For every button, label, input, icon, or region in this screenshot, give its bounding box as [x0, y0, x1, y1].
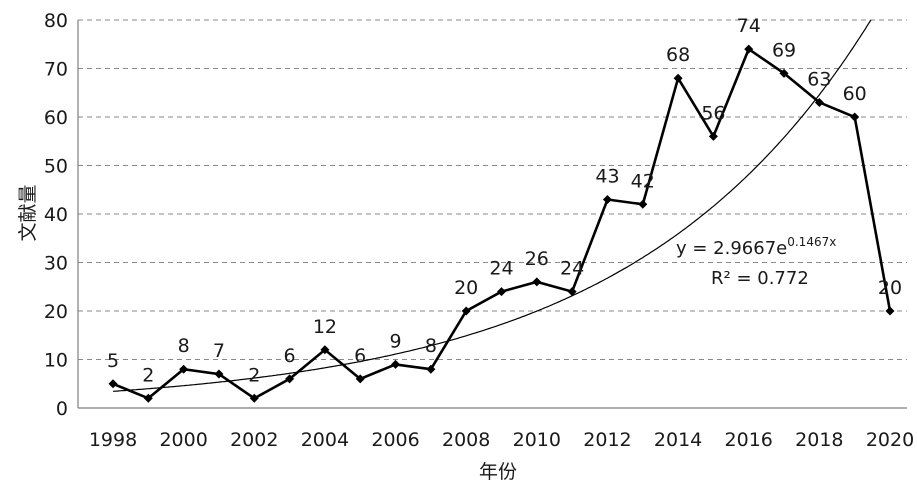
y-tick-label: 10 — [44, 350, 68, 372]
data-label: 2 — [248, 364, 260, 386]
trendline-equation-base: y = 2.9667e — [676, 238, 787, 259]
y-tick-labels: 0 10 20 30 40 50 60 70 80 — [44, 10, 68, 420]
data-point — [673, 73, 683, 83]
data-label: 8 — [178, 335, 190, 357]
trendline-r2: R² = 0.772 — [711, 268, 809, 289]
x-tick-label: 2000 — [159, 429, 207, 451]
x-tick-label: 2016 — [725, 429, 773, 451]
data-point — [814, 97, 824, 107]
series-markers — [108, 44, 895, 403]
data-label: 6 — [354, 345, 366, 367]
x-tick-label: 2008 — [442, 429, 490, 451]
trendline — [112, 19, 872, 392]
x-tick-label: 1998 — [89, 429, 137, 451]
x-tick-label: 2012 — [583, 429, 631, 451]
data-label: 24 — [489, 258, 513, 280]
data-label: 6 — [284, 345, 296, 367]
axes — [77, 20, 907, 409]
x-tick-labels: 1998 2000 2002 2004 2006 2008 2010 2012 2014 2016… — [89, 429, 914, 451]
data-point — [885, 306, 895, 316]
data-label: 8 — [425, 335, 437, 357]
data-point — [214, 369, 224, 379]
y-tick-label: 70 — [44, 59, 68, 81]
data-point — [708, 131, 718, 141]
y-axis-title: 文献量 — [17, 184, 39, 241]
data-point — [285, 374, 295, 384]
data-label: 60 — [843, 83, 867, 105]
gridlines — [78, 19, 907, 360]
data-label: 69 — [772, 39, 796, 61]
data-point — [143, 393, 153, 403]
data-point — [602, 194, 612, 204]
data-label: 20 — [878, 277, 902, 299]
data-point — [249, 393, 259, 403]
x-tick-label: 2020 — [866, 429, 914, 451]
x-tick-label: 2018 — [795, 429, 843, 451]
data-label: 56 — [701, 102, 725, 124]
data-label: 42 — [631, 170, 655, 192]
data-label: 43 — [595, 165, 619, 187]
data-label: 12 — [313, 316, 337, 338]
x-tick-label: 2006 — [371, 429, 419, 451]
y-tick-label: 50 — [44, 156, 68, 178]
data-point — [108, 379, 118, 389]
trendline-equation-exponent: 0.1467x — [787, 235, 836, 249]
x-axis-title: 年份 — [479, 461, 517, 483]
data-point — [426, 364, 436, 374]
y-tick-label: 20 — [44, 301, 68, 323]
y-tick-label: 60 — [44, 107, 68, 129]
data-point — [179, 364, 189, 374]
data-point — [850, 112, 860, 122]
data-point — [461, 306, 471, 316]
data-point — [532, 277, 542, 287]
y-tick-label: 80 — [44, 10, 68, 32]
data-label: 26 — [525, 248, 549, 270]
data-label: 7 — [213, 340, 225, 362]
trendline-equation: y = 2.9667e0.1467x — [676, 235, 836, 259]
data-label: 68 — [666, 44, 690, 66]
data-point — [497, 287, 506, 297]
y-tick-label: 0 — [56, 398, 68, 420]
data-point — [355, 374, 365, 384]
x-tick-label: 2010 — [513, 429, 561, 451]
x-tick-label: 2014 — [654, 429, 702, 451]
x-tick-label: 2002 — [230, 429, 278, 451]
data-label: 5 — [107, 350, 119, 372]
data-point — [744, 44, 754, 54]
data-label: 74 — [737, 15, 761, 37]
y-tick-label: 40 — [44, 204, 68, 226]
data-point — [638, 199, 648, 209]
data-point — [567, 287, 577, 297]
data-label: 2 — [142, 364, 154, 386]
data-point — [391, 359, 401, 369]
data-point — [320, 345, 330, 355]
series-line — [112, 47, 892, 400]
y-tick-label: 30 — [44, 253, 68, 275]
data-label: 9 — [389, 330, 401, 352]
data-label: 20 — [454, 277, 478, 299]
data-label: 63 — [807, 68, 831, 90]
data-label: 24 — [560, 258, 584, 280]
x-tick-label: 2004 — [301, 429, 349, 451]
data-point — [779, 68, 789, 78]
